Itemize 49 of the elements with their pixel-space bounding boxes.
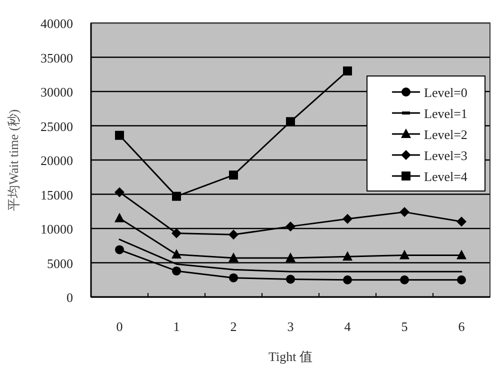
point [457,275,466,284]
point [172,249,182,259]
legend-label: Level=1 [424,106,468,121]
point [115,130,124,140]
point [172,266,181,276]
point [343,275,352,284]
y-axis-title: 平均Wait time (秒) [6,109,21,211]
x-tick-label: 0 [116,319,123,334]
point [115,245,124,254]
x-tick-label: 6 [458,319,466,334]
point [400,275,409,284]
x-tick-label: 5 [401,319,408,334]
point [342,214,352,224]
x-tick-label: 4 [344,319,352,334]
point [343,66,352,76]
point [172,192,181,201]
point [400,207,410,218]
point [172,228,182,238]
y-tick-label: 40000 [40,16,73,31]
legend-label: Level=0 [424,85,468,100]
point [286,117,295,126]
point [114,212,124,222]
y-tick-label: 35000 [40,50,73,66]
y-tick-label: 15000 [40,187,73,202]
point [229,273,238,282]
point [228,230,238,240]
x-axis-title: Tight 值 [268,349,312,364]
point [114,187,124,198]
point [456,250,466,260]
x-tick-label: 2 [230,319,237,334]
x-tick-label: 3 [287,319,294,334]
y-tick-label: 20000 [40,153,73,168]
point [400,250,410,260]
x-tick-label: 1 [173,319,180,334]
point [286,274,295,284]
legend-label: Level=4 [424,169,468,184]
point [286,221,296,232]
legend-label: Level=3 [424,148,468,163]
point [286,252,296,262]
point [228,252,238,262]
y-tick-label: 0 [66,290,73,305]
legend-label: Level=2 [424,127,468,142]
point [342,251,352,261]
y-tick-label: 10000 [40,222,73,236]
point [229,170,238,180]
y-tick-label: 5000 [47,256,73,271]
y-tick-label: 30000 [40,84,73,100]
y-tick-label: 25000 [40,118,73,134]
point [456,216,466,227]
